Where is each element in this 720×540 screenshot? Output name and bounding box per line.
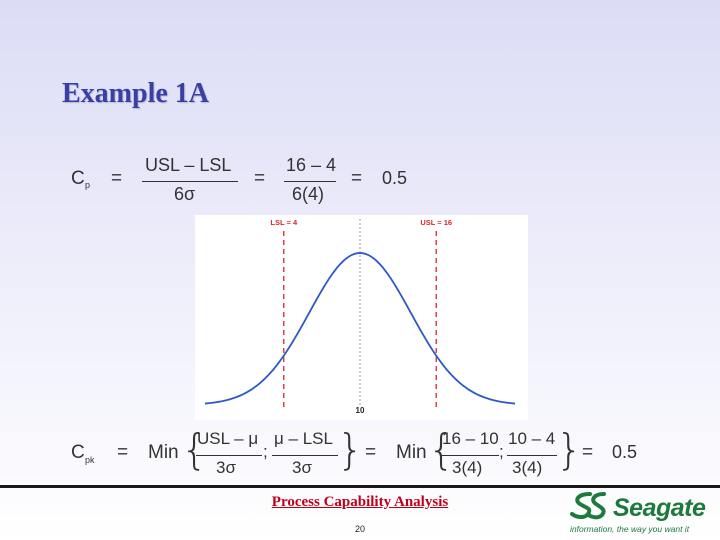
cpk-fraction-bar-d bbox=[507, 455, 557, 456]
cp-fraction-bar-1 bbox=[142, 181, 238, 182]
cp-result: 0.5 bbox=[382, 168, 408, 188]
cpk-separator-2: ; bbox=[499, 442, 504, 461]
slide-title: Example 1A bbox=[62, 78, 209, 109]
cpk-numerator-b: μ – LSL bbox=[274, 429, 333, 448]
cpk-min-2: Min bbox=[396, 442, 427, 463]
cp-denominator-1: 6σ bbox=[174, 184, 196, 204]
distribution-chart: LSL = 4 USL = 16 10 bbox=[204, 218, 516, 415]
cp-equals-1: = bbox=[111, 168, 123, 189]
lsl-label: LSL = 4 bbox=[270, 218, 298, 227]
page-number: 20 bbox=[354, 524, 365, 534]
cpk-denominator-b: 3σ bbox=[292, 458, 312, 477]
cpk-equals-3: = bbox=[582, 442, 594, 463]
cpk-fraction-bar-a bbox=[196, 455, 262, 456]
cpk-numerator-c: 16 – 10 bbox=[442, 429, 499, 448]
cp-numerator-1: USL – LSL bbox=[145, 155, 232, 175]
logo-tagline: information, the way you want it bbox=[570, 524, 690, 534]
cpk-equals-2: = bbox=[365, 442, 377, 463]
normal-curve bbox=[204, 252, 516, 405]
cpk-denominator-c: 3(4) bbox=[452, 458, 483, 477]
cpk-fraction-bar-c bbox=[441, 455, 499, 456]
cp-numerator-2: 16 – 4 bbox=[286, 155, 337, 175]
cp-denominator-2: 6(4) bbox=[292, 184, 325, 204]
cp-subscript: p bbox=[85, 180, 91, 190]
footer-divider bbox=[0, 485, 720, 488]
cpk-symbol: C bbox=[71, 442, 85, 463]
cp-equals-3: = bbox=[351, 168, 363, 189]
cpk-equals-1: = bbox=[117, 442, 129, 463]
cp-fraction-bar-2 bbox=[284, 181, 336, 182]
cpk-subscript: pk bbox=[85, 455, 95, 465]
cp-symbol: C bbox=[71, 168, 85, 189]
seagate-logo: Seagate information, the way you want it bbox=[568, 490, 716, 535]
logo-wordmark: Seagate bbox=[613, 494, 706, 522]
cpk-right-brace-2: } bbox=[556, 425, 583, 474]
cpk-numerator-d: 10 – 4 bbox=[508, 429, 556, 448]
seagate-swirl-icon bbox=[570, 492, 606, 520]
cpk-denominator-d: 3(4) bbox=[512, 458, 543, 477]
mean-tick-label: 10 bbox=[356, 406, 365, 415]
cpk-denominator-a: 3σ bbox=[216, 458, 236, 477]
cpk-right-brace-1: } bbox=[337, 425, 364, 474]
cp-equals-2: = bbox=[254, 168, 266, 189]
cpk-left-brace-2: { bbox=[428, 425, 455, 474]
usl-label: USL = 16 bbox=[420, 218, 452, 227]
cpk-numerator-a: USL – μ bbox=[197, 429, 259, 448]
cpk-fraction-bar-b bbox=[272, 455, 338, 456]
normal-distribution-plot: LSL = 4 USL = 16 10 bbox=[195, 215, 528, 420]
cpk-left-brace-1: { bbox=[181, 425, 208, 474]
cpk-min-1: Min bbox=[148, 442, 179, 463]
footer-title: Process Capability Analysis bbox=[271, 494, 449, 510]
cpk-result: 0.5 bbox=[612, 442, 638, 462]
cpk-separator-1: ; bbox=[263, 442, 268, 461]
